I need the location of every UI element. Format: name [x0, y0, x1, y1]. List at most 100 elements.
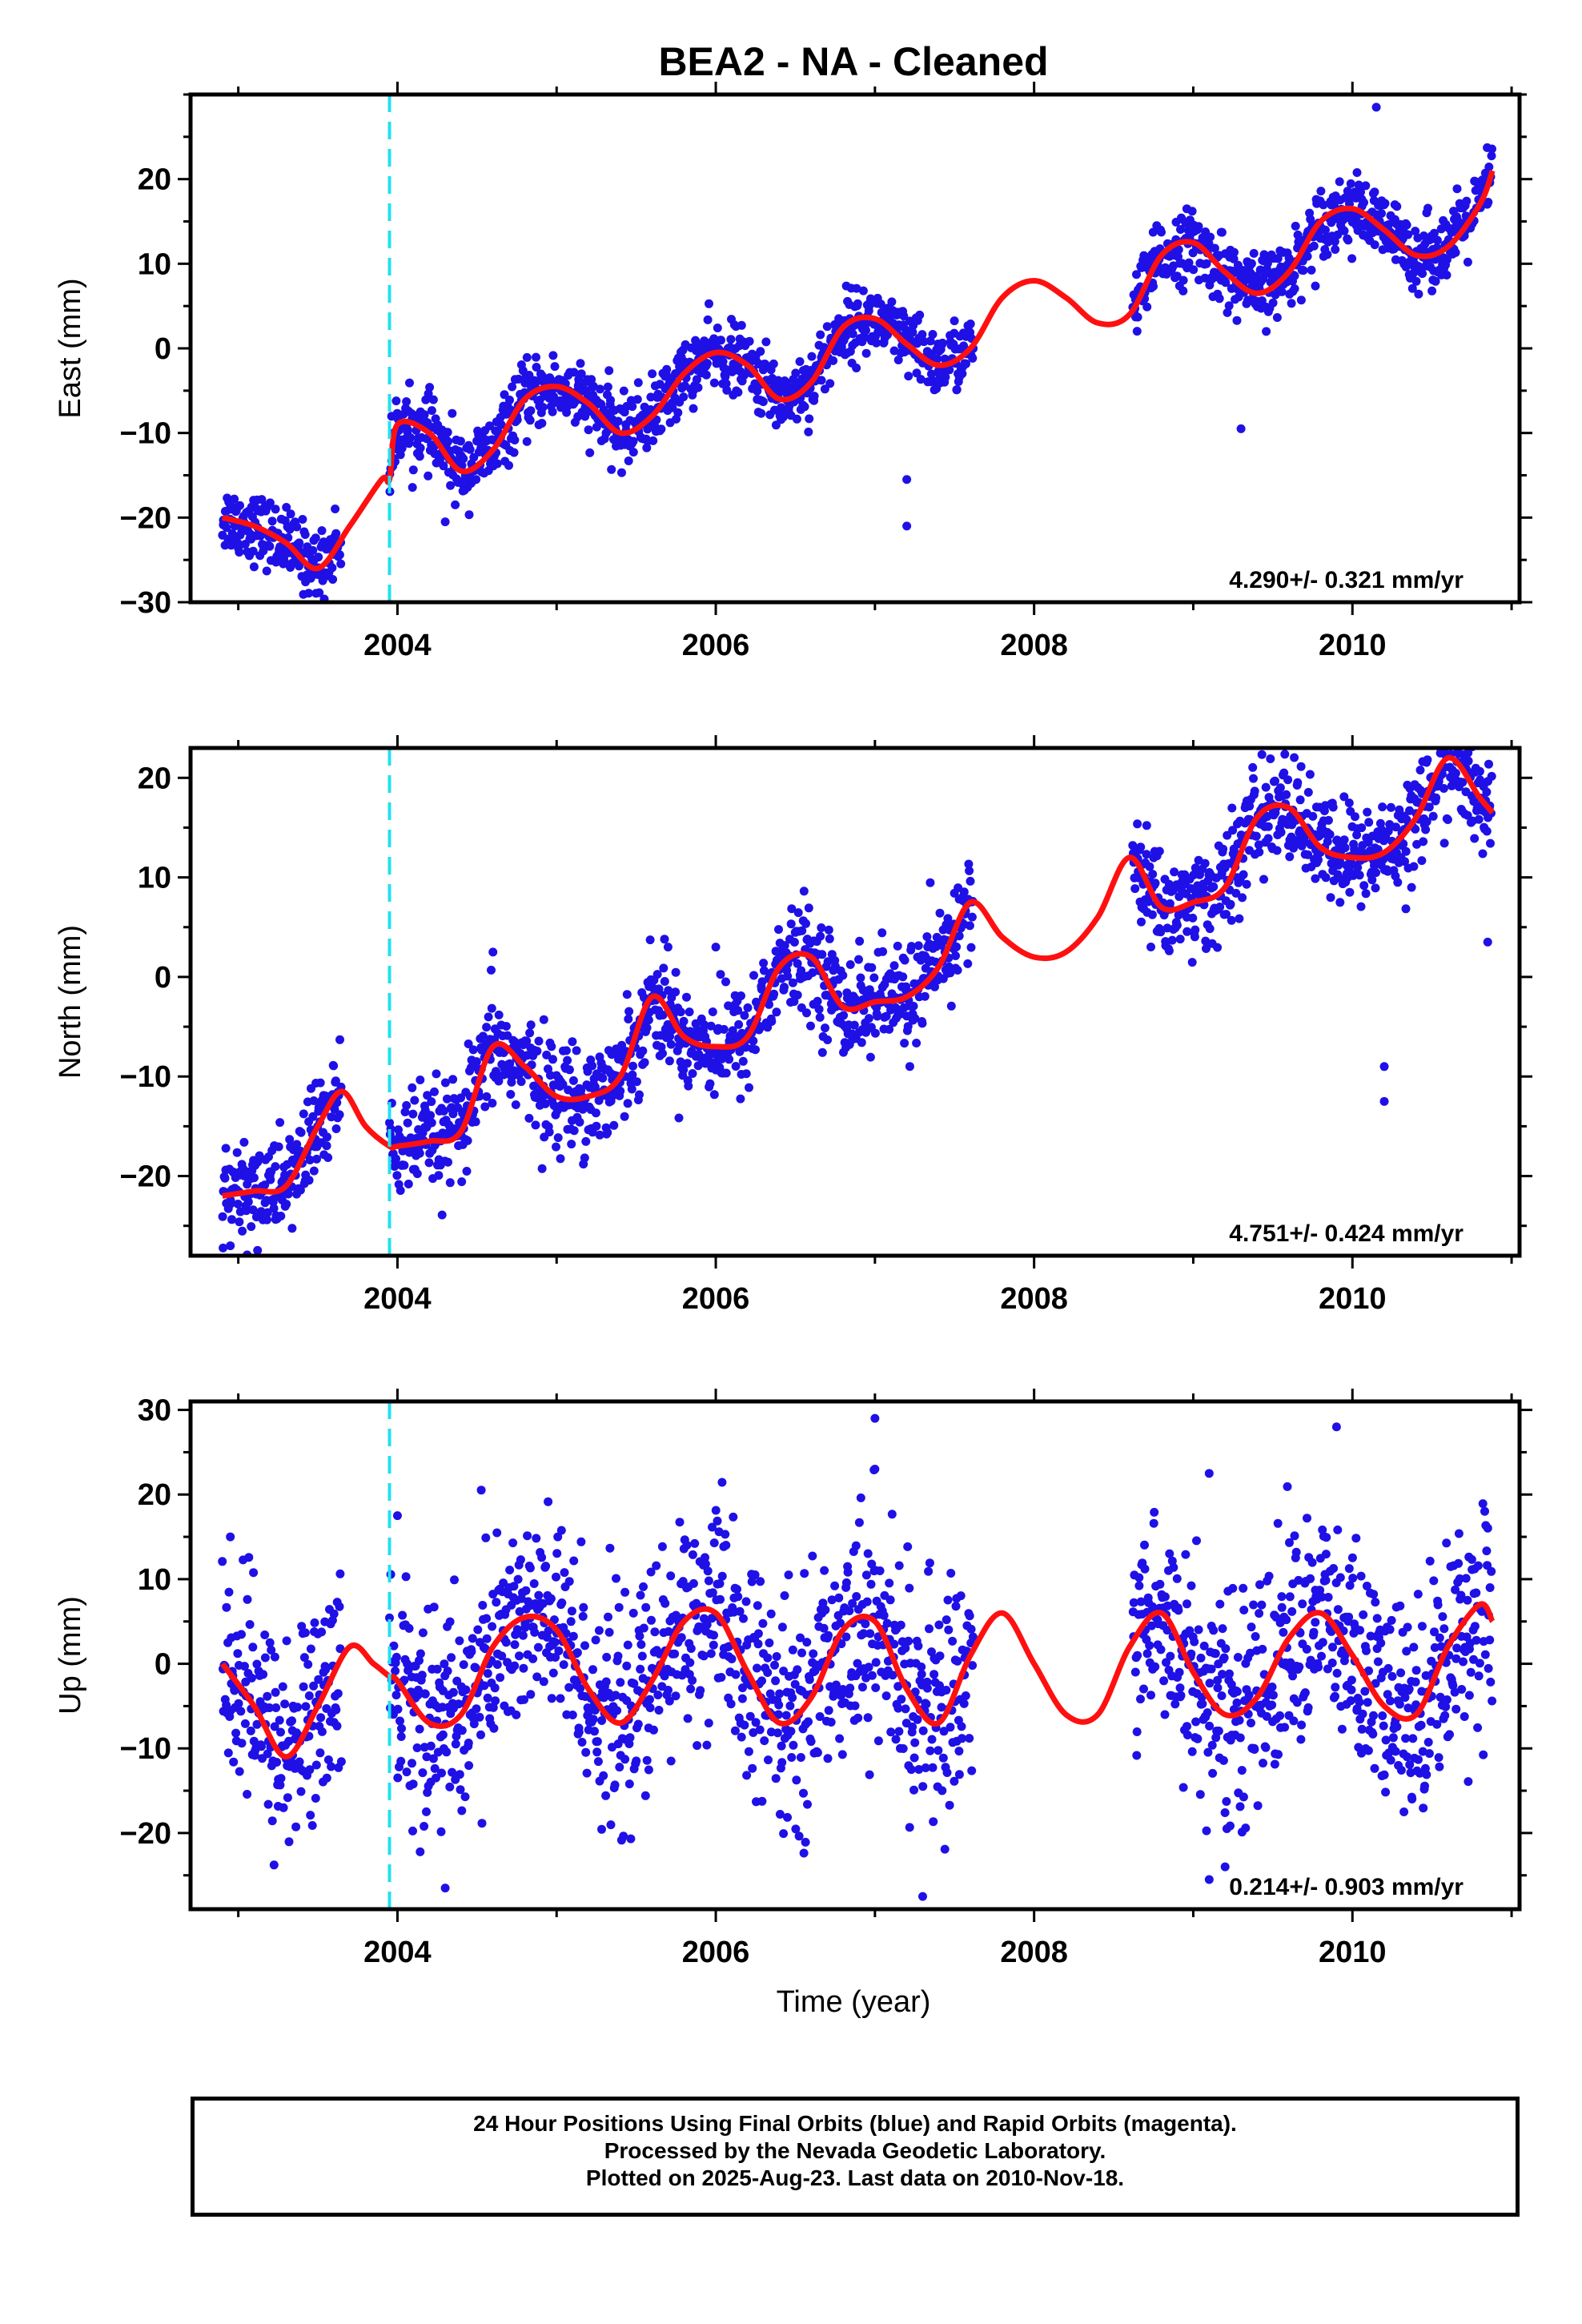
- data-point: [905, 1823, 914, 1832]
- data-point: [1149, 282, 1158, 292]
- data-point: [713, 324, 722, 332]
- data-point: [487, 1003, 496, 1013]
- data-point: [1255, 1609, 1264, 1618]
- data-point: [1340, 843, 1350, 853]
- data-point: [877, 928, 887, 938]
- data-point: [1370, 240, 1379, 250]
- data-point: [1150, 879, 1160, 888]
- data-point: [559, 1660, 568, 1670]
- data-point: [556, 1526, 566, 1535]
- data-point: [848, 329, 857, 339]
- data-point: [329, 1061, 339, 1071]
- data-point: [270, 1722, 279, 1731]
- data-point: [1331, 245, 1340, 254]
- data-point: [675, 1518, 685, 1527]
- y-tick-label: −10: [120, 1060, 171, 1094]
- data-point: [614, 1602, 624, 1612]
- data-point: [870, 1028, 880, 1038]
- data-point: [804, 1717, 813, 1727]
- data-point: [475, 1712, 484, 1722]
- data-point: [764, 1755, 773, 1765]
- data-point: [255, 531, 265, 541]
- data-point: [640, 1791, 650, 1800]
- data-point: [558, 1080, 568, 1089]
- data-point: [278, 1682, 287, 1691]
- data-point: [1176, 225, 1185, 234]
- data-point: [408, 1759, 416, 1768]
- data-point: [837, 1750, 847, 1759]
- data-point: [1134, 1573, 1144, 1582]
- data-point: [305, 1765, 315, 1775]
- data-point: [262, 1196, 271, 1205]
- data-point: [578, 1611, 588, 1621]
- data-point: [492, 1528, 502, 1538]
- data-point: [666, 1756, 676, 1766]
- data-point: [512, 1625, 522, 1634]
- data-point: [257, 1742, 266, 1751]
- data-point: [1233, 1653, 1243, 1662]
- data-point: [604, 1612, 612, 1622]
- data-point: [546, 1594, 556, 1603]
- data-point: [660, 977, 669, 986]
- data-point: [966, 320, 975, 328]
- data-point: [598, 1073, 608, 1083]
- data-point: [292, 1140, 302, 1149]
- data-point: [271, 1687, 280, 1697]
- data-point: [1359, 198, 1368, 207]
- data-point: [1251, 831, 1261, 841]
- data-point: [1296, 762, 1306, 771]
- data-point: [544, 1128, 554, 1137]
- data-point: [912, 1039, 921, 1047]
- data-point: [462, 1167, 472, 1176]
- data-point: [438, 1703, 448, 1712]
- data-point: [510, 1661, 520, 1671]
- data-point: [593, 1757, 603, 1767]
- data-point: [741, 1069, 751, 1079]
- data-point: [317, 526, 327, 536]
- data-point: [478, 1031, 488, 1041]
- data-point: [1261, 782, 1271, 792]
- data-point: [283, 1793, 292, 1803]
- data-point: [741, 1043, 750, 1052]
- data-point: [238, 1226, 247, 1236]
- data-point: [1469, 797, 1479, 806]
- data-point: [391, 1667, 400, 1675]
- data-point: [468, 1634, 477, 1643]
- data-point: [793, 1665, 802, 1675]
- data-point: [244, 1553, 254, 1562]
- data-point: [623, 1099, 632, 1108]
- data-point: [836, 1618, 845, 1628]
- data-point: [427, 406, 436, 416]
- data-point: [253, 1245, 263, 1255]
- data-point: [1314, 855, 1323, 865]
- data-point: [642, 443, 652, 452]
- data-point: [646, 1567, 656, 1577]
- data-point: [401, 1572, 411, 1582]
- outlier-point: [1379, 1096, 1389, 1106]
- data-point: [269, 1204, 279, 1213]
- data-point: [1407, 883, 1416, 892]
- data-point: [309, 1681, 319, 1691]
- data-point: [1191, 1717, 1201, 1727]
- data-point: [444, 1157, 452, 1167]
- data-point: [612, 1706, 622, 1715]
- data-point: [853, 299, 862, 308]
- data-point: [1262, 327, 1271, 336]
- data-point: [1431, 793, 1441, 802]
- data-point: [1261, 1743, 1271, 1752]
- data-point: [1266, 754, 1275, 763]
- data-point: [219, 1243, 228, 1252]
- data-point: [1238, 893, 1247, 903]
- data-point: [950, 316, 959, 326]
- data-point: [492, 459, 502, 468]
- data-point: [861, 326, 870, 335]
- data-point: [855, 936, 865, 946]
- data-point: [805, 1675, 814, 1684]
- data-point: [602, 1652, 612, 1662]
- outlier-point: [663, 943, 673, 952]
- data-point: [1267, 1700, 1277, 1710]
- data-point: [568, 1076, 578, 1085]
- data-point: [526, 406, 536, 416]
- data-point: [436, 1827, 446, 1836]
- data-point: [1244, 1691, 1254, 1700]
